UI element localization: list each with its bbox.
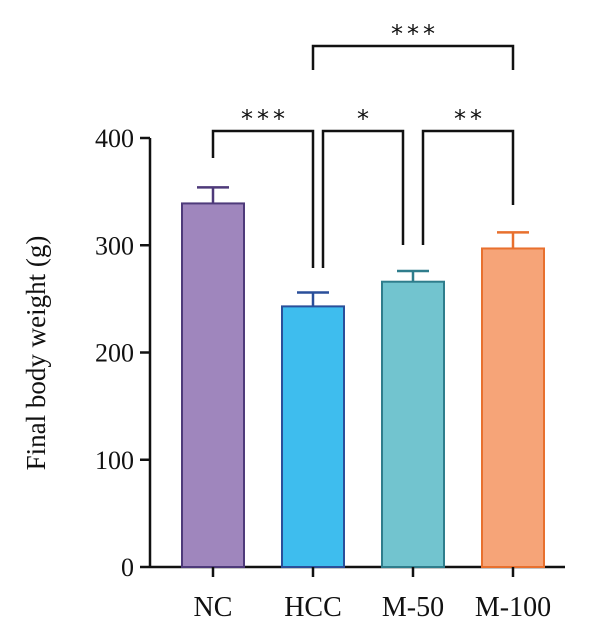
bars [181, 186, 545, 569]
y-tick-label: 0 [121, 553, 134, 582]
y-ticks: 0 100 200 300 400 [95, 124, 150, 582]
x-tick-label-nc: NC [194, 592, 233, 623]
x-tick-label-hcc: HCC [284, 592, 342, 623]
bar-m-50 [381, 280, 445, 568]
significance-label: ** [454, 105, 486, 133]
x-tick-label-m-100: M-100 [475, 592, 551, 623]
x-ticks: NC HCC M-50 M-100 [194, 567, 551, 623]
y-tick-label: 200 [95, 339, 134, 368]
significance-label: *** [391, 20, 439, 48]
significance-label: * [357, 105, 373, 133]
y-axis-title: Final body weight (g) [21, 236, 51, 471]
bar-m-100 [481, 247, 545, 568]
significance-bracket [311, 44, 515, 70]
y-tick-label: 400 [95, 124, 134, 153]
significance-brackets: *** * ***** [211, 20, 515, 268]
significance-bracket [421, 129, 515, 245]
y-tick-label: 300 [95, 231, 134, 260]
bar-hcc [281, 305, 345, 568]
bar-nc [181, 202, 245, 569]
significance-bracket [321, 129, 405, 268]
significance-label: *** [241, 105, 289, 133]
x-tick-label-m-50: M-50 [382, 592, 444, 623]
y-tick-label: 100 [95, 446, 134, 475]
significance-bracket [211, 129, 315, 268]
